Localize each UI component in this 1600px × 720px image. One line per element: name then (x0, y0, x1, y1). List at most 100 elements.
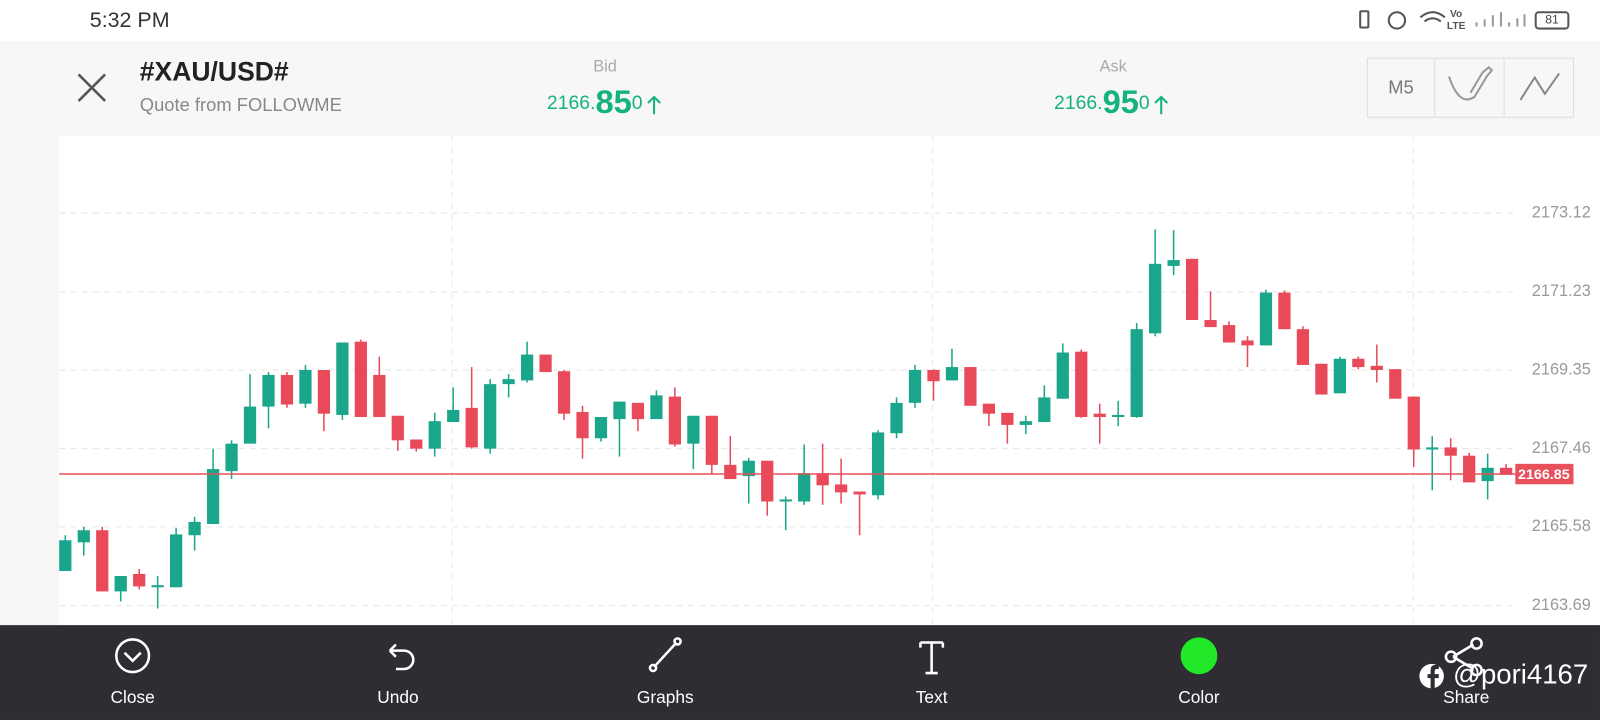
candle-body (114, 576, 127, 592)
bottom-toolbar (0, 625, 1600, 720)
volte: LTE (1447, 21, 1466, 32)
ask-big: 95 (1103, 83, 1139, 120)
candle-body (927, 369, 940, 382)
candle-body (613, 401, 626, 420)
draw-tool-button[interactable] (1448, 65, 1494, 101)
candle-body (1296, 329, 1310, 365)
candle-body (945, 367, 959, 381)
candle-body (1352, 358, 1365, 368)
candle-body (1333, 358, 1346, 394)
y-tick-label: 2173.12 (1532, 203, 1591, 221)
candle-body (557, 371, 571, 414)
candle-body (853, 491, 866, 495)
candle-body (761, 460, 774, 502)
text-icon[interactable] (919, 641, 945, 675)
candle-body (1259, 292, 1273, 346)
toolbar-icons (115, 637, 1483, 677)
candle-body (742, 460, 755, 477)
bid-big: 85 (595, 83, 631, 120)
toolbar-button-label[interactable]: Graphs (637, 687, 694, 707)
candle-body (299, 369, 312, 404)
bid-head: 2166. (547, 92, 596, 114)
candle-body (59, 540, 72, 572)
status-bar (0, 0, 1600, 41)
symbol: #XAU/USD# (140, 56, 289, 86)
color-swatch[interactable] (1180, 637, 1218, 675)
toolbar-button-label[interactable]: Undo (377, 687, 418, 707)
ask-label: Ask (1100, 58, 1128, 76)
status-icons (1359, 10, 1570, 30)
indicator-button[interactable] (1519, 72, 1561, 101)
candle-body (1426, 447, 1439, 450)
candle-body (484, 384, 497, 449)
header-bg (0, 40, 1600, 136)
y-tick-label: 2165.58 (1532, 517, 1591, 535)
watermark: @pori4167 (1453, 658, 1588, 689)
quote-source: Quote from FOLLOWME (140, 94, 342, 115)
chart-tools: M5 (1366, 57, 1574, 118)
y-tick-label: 2163.69 (1532, 596, 1591, 614)
candle-body (576, 412, 589, 439)
candle-body (410, 439, 423, 449)
last-price-tag (1515, 463, 1574, 485)
candle-body (1204, 320, 1217, 328)
candle-body (206, 469, 220, 524)
candle-body (1499, 467, 1513, 475)
candle-body (687, 415, 700, 444)
candle-body (1463, 455, 1476, 483)
toolbar-button-label[interactable]: Text (916, 687, 948, 707)
close-icon[interactable] (115, 638, 151, 674)
candle-body (631, 402, 645, 420)
candle-body (1407, 396, 1420, 450)
y-tick-label: 2171.23 (1532, 282, 1591, 300)
candle-body (1019, 421, 1032, 425)
candle-body (1112, 414, 1125, 418)
toolbar-labels: Close Undo Graphs Text Color Share (110, 687, 1489, 707)
graphs-icon[interactable] (653, 641, 678, 668)
candle-body (908, 369, 922, 403)
candle-body (1185, 258, 1199, 321)
candle-body (668, 396, 681, 445)
bid-up-arrow (647, 95, 661, 115)
candle-body (188, 521, 201, 536)
y-tick-label: 2167.46 (1532, 439, 1591, 457)
toolbar-button-label[interactable]: Share (1443, 687, 1489, 707)
ask-price: 2166.950 (1054, 83, 1150, 120)
candle-body (1038, 397, 1051, 423)
candle-body (1278, 292, 1291, 330)
candle-body (151, 585, 164, 588)
facebook-f (1427, 664, 1439, 690)
toolbar-button-label[interactable]: Color (1178, 687, 1220, 707)
candle-body (890, 402, 903, 434)
candle-body (594, 417, 608, 439)
timeframe-button[interactable]: M5 (1388, 77, 1414, 98)
candle-body (1130, 329, 1143, 418)
close-icon-check (123, 651, 142, 663)
y-tick-label: 2169.35 (1532, 360, 1591, 378)
undo-icon[interactable] (388, 643, 415, 671)
candle-body (871, 432, 885, 496)
candle-body (262, 374, 275, 407)
candle-body (964, 367, 977, 406)
bid-label: Bid (593, 58, 617, 76)
close-x[interactable] (77, 73, 107, 102)
candle-body (1370, 365, 1383, 370)
candle-body (650, 395, 663, 420)
candle-body (520, 354, 534, 381)
candle-body (1389, 369, 1402, 399)
candle-body (502, 379, 515, 385)
vertical-grid (451, 135, 1414, 626)
volte: Vo (1450, 9, 1462, 20)
candle-body (1444, 447, 1457, 456)
candle-body (705, 415, 718, 465)
candle-body (428, 421, 441, 449)
candle-body (1093, 413, 1106, 418)
candle-body (539, 354, 552, 373)
ask-head: 2166. (1054, 92, 1103, 114)
candle-body (225, 443, 238, 472)
toolbar-button-label[interactable]: Close (110, 687, 154, 707)
candlestick-chart: 2173.12 2171.23 2169.35 2167.46 2165.58 2163.… (59, 203, 1591, 614)
candle-body (1075, 351, 1088, 418)
candle-body (243, 406, 257, 444)
